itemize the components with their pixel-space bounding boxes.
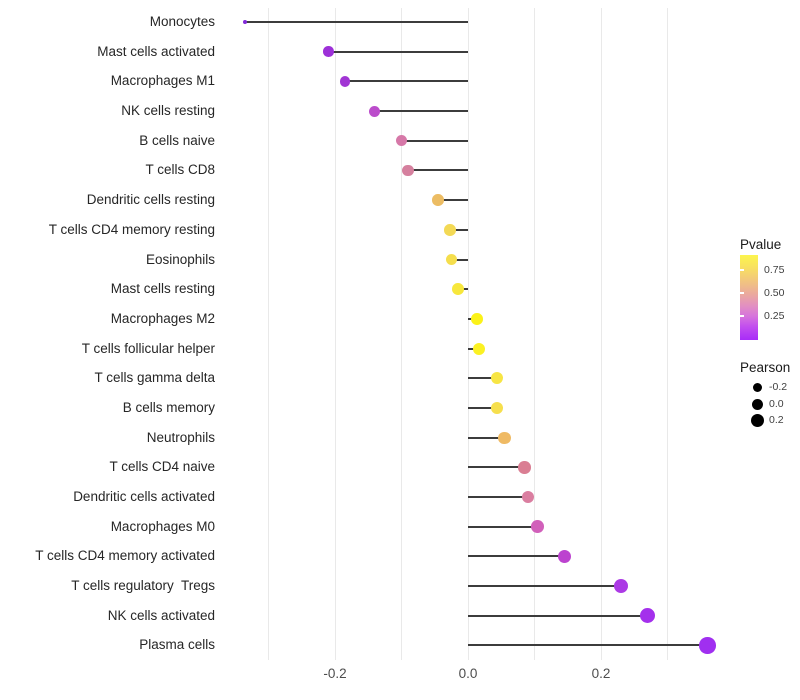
lollipop-stem — [468, 466, 525, 469]
lollipop-stem — [468, 436, 505, 439]
category-label: Monocytes — [149, 14, 215, 29]
lollipop-stem — [408, 169, 468, 172]
gridline-x — [600, 8, 602, 660]
lollipop-stem — [468, 496, 528, 499]
lollipop-dot — [498, 431, 511, 444]
lollipop-stem — [468, 555, 565, 558]
category-label: Macrophages M0 — [110, 518, 215, 534]
colorbar-tick-mark — [740, 315, 744, 318]
lollipop-stem — [328, 50, 468, 53]
lollipop-dot — [613, 579, 629, 594]
lollipop-dot — [699, 637, 716, 654]
lollipop-dot — [395, 135, 408, 147]
lollipop-dot — [640, 608, 656, 624]
lollipop-dot — [531, 520, 545, 534]
gridline-x — [534, 8, 535, 660]
lollipop-stem — [468, 406, 498, 409]
category-label: Macrophages M2 — [110, 310, 215, 326]
colorbar-tick-mark — [740, 268, 744, 271]
lollipop-stem — [438, 199, 468, 202]
category-label: T cells regulatory Tregs — [71, 578, 215, 594]
pearson-legend-label: 0.2 — [769, 414, 784, 426]
category-label: Dendritic cells resting — [86, 192, 215, 208]
lollipop-dot — [402, 164, 414, 177]
colorbar-tick-label: 0.50 — [764, 286, 785, 299]
category-label: T cells CD8 — [145, 162, 215, 178]
lollipop-stem — [468, 377, 497, 380]
lollipop-stem — [468, 614, 648, 617]
lollipop-dot — [521, 490, 535, 504]
lollipop-dot — [470, 313, 483, 325]
colorbar-tick-label: 0.75 — [764, 263, 785, 276]
category-label: Mast cells activated — [97, 43, 215, 59]
lollipop-dot — [432, 194, 444, 206]
x-tick-label: 0.2 — [591, 666, 611, 681]
gridline-x — [667, 8, 668, 660]
lollipop-stem — [245, 21, 468, 23]
gridline-x — [401, 8, 402, 660]
category-label: Dendritic cells activated — [73, 489, 215, 505]
pearson-legend-label: -0.2 — [769, 381, 788, 393]
lollipop-stem — [344, 80, 468, 83]
category-label: T cells gamma delta — [94, 370, 215, 386]
lollipop-dot — [445, 253, 458, 266]
category-label: T cells CD4 memory resting — [48, 221, 215, 237]
category-label: Macrophages M1 — [110, 73, 215, 89]
lollipop-dot — [518, 461, 531, 474]
colorbar-tick-label: 0.25 — [764, 310, 785, 323]
pearson-legend-dot — [751, 398, 763, 410]
gridline-x — [334, 8, 336, 660]
x-tick-label: 0.0 — [458, 666, 478, 681]
lollipop-dot — [491, 401, 504, 415]
category-label: T cells CD4 naive — [109, 459, 215, 475]
category-label: Mast cells resting — [110, 281, 215, 297]
category-label: B cells memory — [122, 399, 215, 415]
lollipop-dot — [339, 75, 351, 87]
lollipop-dot — [444, 224, 456, 236]
lollipop-dot — [369, 105, 381, 117]
category-label: T cells follicular helper — [81, 340, 215, 356]
pearson-legend-dot — [752, 382, 762, 392]
pearson-legend-title: Pearson — [740, 360, 791, 375]
category-label: Eosinophils — [145, 251, 215, 267]
lollipop-stem — [468, 585, 621, 588]
category-label: NK cells resting — [121, 103, 215, 119]
category-label: Neutrophils — [146, 429, 215, 445]
pvalue-colorbar — [740, 255, 758, 340]
lollipop-stem — [450, 228, 468, 231]
pearson-legend-label: 0.0 — [769, 398, 784, 410]
lollipop-dot — [490, 372, 503, 385]
gridline-x — [268, 8, 269, 660]
category-label: NK cells activated — [107, 607, 215, 623]
lollipop-dot — [473, 342, 486, 355]
pearson-legend-dot — [750, 413, 764, 427]
x-tick-label: -0.2 — [323, 666, 347, 681]
lollipop-stem — [374, 110, 468, 113]
lollipop-dot — [243, 20, 248, 24]
colorbar-tick-mark — [740, 291, 744, 294]
lollipop-dot — [557, 549, 572, 564]
lollipop-stem — [468, 644, 708, 647]
category-label: T cells CD4 memory activated — [35, 548, 215, 564]
lollipop-stem — [401, 139, 468, 142]
lollipop-dot — [323, 46, 334, 57]
lollipop-stem — [451, 258, 468, 261]
lollipop-stem — [468, 525, 538, 528]
category-label: B cells naive — [139, 132, 215, 148]
gridline-x — [467, 8, 469, 660]
category-label: Plasma cells — [139, 637, 215, 653]
pvalue-legend-title: Pvalue — [740, 237, 782, 252]
lollipop-dot — [452, 283, 464, 296]
